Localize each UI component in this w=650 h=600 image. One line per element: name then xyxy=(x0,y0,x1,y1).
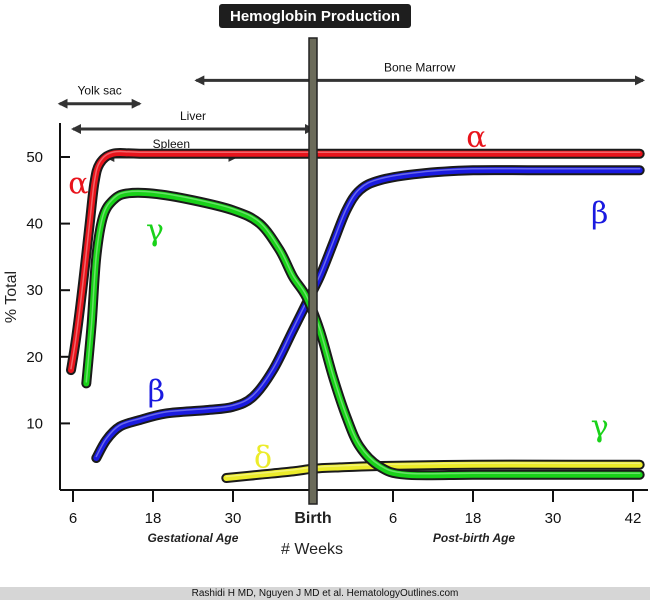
series-highlight xyxy=(85,190,641,475)
series-label: β xyxy=(148,374,165,409)
series-outline xyxy=(81,187,645,481)
gestational-age-label: Gestational Age xyxy=(148,531,239,545)
footer-credit: Rashidi H MD, Nguyen J MD et al. Hematol… xyxy=(0,587,650,600)
x-tick-label: 30 xyxy=(545,510,562,527)
series-label: α xyxy=(68,167,88,202)
series-label: δ xyxy=(254,440,272,475)
birth-divider xyxy=(308,37,318,505)
series-highlight xyxy=(225,462,641,478)
y-tick-label: 40 xyxy=(26,216,43,233)
postbirth-age-label: Post-birth Age xyxy=(433,531,516,545)
axes-layer xyxy=(59,123,648,491)
site-label: Liver xyxy=(180,109,206,123)
series-outline xyxy=(66,147,645,376)
chart-title: Hemoglobin Production xyxy=(230,8,400,25)
y-tick-label: 30 xyxy=(26,282,43,299)
sites-layer: Yolk sac Liver Spleen Bone Marrow xyxy=(57,60,645,162)
x-axis-title: # Weeks xyxy=(281,541,343,558)
x-tick-label: 6 xyxy=(389,510,397,527)
x-tick-label: 18 xyxy=(465,510,482,527)
y-tick-label: 10 xyxy=(26,415,43,432)
series-label: β xyxy=(591,197,608,232)
x-tick-label: 42 xyxy=(625,510,642,527)
y-axis-title: % Total xyxy=(3,271,20,323)
x-tick-label: 18 xyxy=(145,510,162,527)
y-tick-label: 20 xyxy=(26,349,43,366)
site-label: Spleen xyxy=(153,137,190,151)
series-layer xyxy=(66,147,645,483)
chart-title-banner: Hemoglobin Production xyxy=(219,4,411,28)
x-tick-label: 30 xyxy=(225,510,242,527)
site-label: Yolk sac xyxy=(78,84,122,98)
series-highlight xyxy=(95,167,641,458)
birth-label: Birth xyxy=(294,510,331,527)
series-labels-layer: α γ β δ α β γ xyxy=(68,120,608,475)
series-delta-curve xyxy=(221,459,645,483)
x-tick-label: 6 xyxy=(69,510,77,527)
y-ticks-layer: 10 20 30 40 50 xyxy=(26,149,70,432)
series-line xyxy=(223,461,643,481)
series-line xyxy=(93,167,643,461)
y-tick-label: 50 xyxy=(26,149,43,166)
x-ticks-layer: 6 18 30 Birth 6 18 30 42 xyxy=(69,490,642,527)
series-label: γ xyxy=(591,410,609,445)
series-highlight xyxy=(70,150,641,370)
series-line xyxy=(83,189,643,479)
site-label: Bone Marrow xyxy=(384,60,456,74)
series-label: γ xyxy=(146,213,164,248)
series-line xyxy=(68,149,643,374)
series-alpha-curve xyxy=(66,147,645,376)
series-beta-curve xyxy=(91,165,645,463)
series-gamma-curve xyxy=(81,187,645,481)
series-label: α xyxy=(466,120,486,155)
